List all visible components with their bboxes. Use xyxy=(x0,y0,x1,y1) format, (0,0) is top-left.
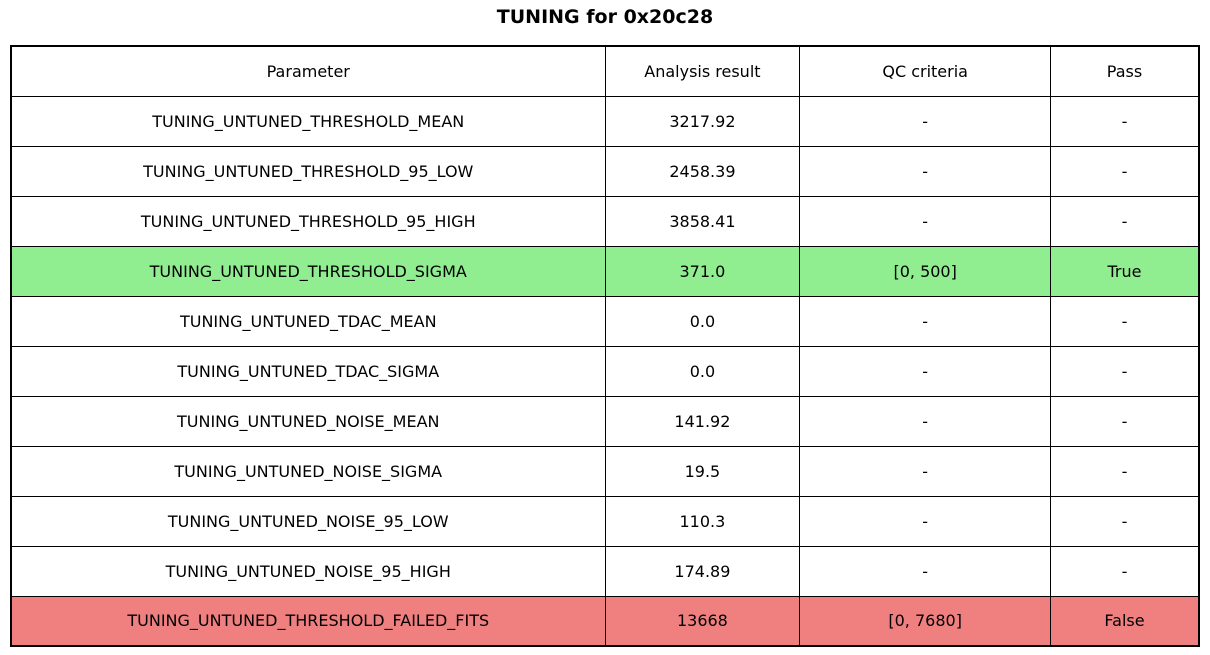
table-row: TUNING_UNTUNED_THRESHOLD_95_LOW 2458.39 … xyxy=(10,145,1200,197)
table-row: TUNING_UNTUNED_NOISE_95_LOW 110.3 - - xyxy=(10,495,1200,547)
cell-parameter: TUNING_UNTUNED_THRESHOLD_MEAN xyxy=(10,95,606,147)
cell-parameter: TUNING_UNTUNED_NOISE_MEAN xyxy=(10,395,606,447)
cell-analysis-result: 141.92 xyxy=(604,395,801,447)
cell-analysis-result: 371.0 xyxy=(604,245,801,297)
col-header-pass: Pass xyxy=(1049,45,1200,97)
page-title: TUNING for 0x20c28 xyxy=(496,6,714,28)
cell-pass: - xyxy=(1049,145,1200,197)
table-row: TUNING_UNTUNED_THRESHOLD_95_HIGH 3858.41… xyxy=(10,195,1200,247)
cell-analysis-result: 0.0 xyxy=(604,295,801,347)
cell-qc-criteria: - xyxy=(799,345,1051,397)
cell-qc-criteria: - xyxy=(799,295,1051,347)
cell-analysis-result: 0.0 xyxy=(604,345,801,397)
cell-qc-criteria: - xyxy=(799,95,1051,147)
cell-pass: - xyxy=(1049,395,1200,447)
cell-parameter: TUNING_UNTUNED_NOISE_SIGMA xyxy=(10,445,606,497)
cell-parameter: TUNING_UNTUNED_THRESHOLD_FAILED_FITS xyxy=(10,595,606,647)
cell-qc-criteria: - xyxy=(799,445,1051,497)
cell-qc-criteria: - xyxy=(799,395,1051,447)
cell-analysis-result: 3858.41 xyxy=(604,195,801,247)
table-row: TUNING_UNTUNED_NOISE_SIGMA 19.5 - - xyxy=(10,445,1200,497)
table-row: TUNING_UNTUNED_THRESHOLD_FAILED_FITS 136… xyxy=(10,595,1200,647)
cell-pass: - xyxy=(1049,345,1200,397)
qc-table: Parameter Analysis result QC criteria Pa… xyxy=(10,45,1200,647)
cell-parameter: TUNING_UNTUNED_NOISE_95_LOW xyxy=(10,495,606,547)
cell-analysis-result: 19.5 xyxy=(604,445,801,497)
cell-pass: False xyxy=(1049,595,1200,647)
table-row: TUNING_UNTUNED_THRESHOLD_MEAN 3217.92 - … xyxy=(10,95,1200,147)
cell-qc-criteria: - xyxy=(799,545,1051,597)
table-row: TUNING_UNTUNED_NOISE_MEAN 141.92 - - xyxy=(10,395,1200,447)
col-header-parameter: Parameter xyxy=(10,45,606,97)
cell-pass: - xyxy=(1049,295,1200,347)
cell-analysis-result: 2458.39 xyxy=(604,145,801,197)
cell-qc-criteria: [0, 7680] xyxy=(799,595,1051,647)
table-row: TUNING_UNTUNED_NOISE_95_HIGH 174.89 - - xyxy=(10,545,1200,597)
cell-pass: - xyxy=(1049,545,1200,597)
cell-analysis-result: 3217.92 xyxy=(604,95,801,147)
col-header-analysis-result: Analysis result xyxy=(604,45,801,97)
cell-parameter: TUNING_UNTUNED_TDAC_SIGMA xyxy=(10,345,606,397)
cell-parameter: TUNING_UNTUNED_NOISE_95_HIGH xyxy=(10,545,606,597)
cell-pass: - xyxy=(1049,95,1200,147)
header-row: Parameter Analysis result QC criteria Pa… xyxy=(10,45,1200,97)
cell-pass: - xyxy=(1049,195,1200,247)
col-header-qc-criteria: QC criteria xyxy=(799,45,1051,97)
cell-pass: True xyxy=(1049,245,1200,297)
cell-qc-criteria: [0, 500] xyxy=(799,245,1051,297)
cell-parameter: TUNING_UNTUNED_THRESHOLD_95_LOW xyxy=(10,145,606,197)
cell-pass: - xyxy=(1049,445,1200,497)
cell-analysis-result: 174.89 xyxy=(604,545,801,597)
cell-qc-criteria: - xyxy=(799,145,1051,197)
table-row: TUNING_UNTUNED_TDAC_MEAN 0.0 - - xyxy=(10,295,1200,347)
cell-parameter: TUNING_UNTUNED_THRESHOLD_95_HIGH xyxy=(10,195,606,247)
cell-parameter: TUNING_UNTUNED_THRESHOLD_SIGMA xyxy=(10,245,606,297)
table-row: TUNING_UNTUNED_TDAC_SIGMA 0.0 - - xyxy=(10,345,1200,397)
cell-parameter: TUNING_UNTUNED_TDAC_MEAN xyxy=(10,295,606,347)
cell-qc-criteria: - xyxy=(799,195,1051,247)
cell-qc-criteria: - xyxy=(799,495,1051,547)
cell-analysis-result: 13668 xyxy=(604,595,801,647)
table-row: TUNING_UNTUNED_THRESHOLD_SIGMA 371.0 [0,… xyxy=(10,245,1200,297)
cell-analysis-result: 110.3 xyxy=(604,495,801,547)
cell-pass: - xyxy=(1049,495,1200,547)
